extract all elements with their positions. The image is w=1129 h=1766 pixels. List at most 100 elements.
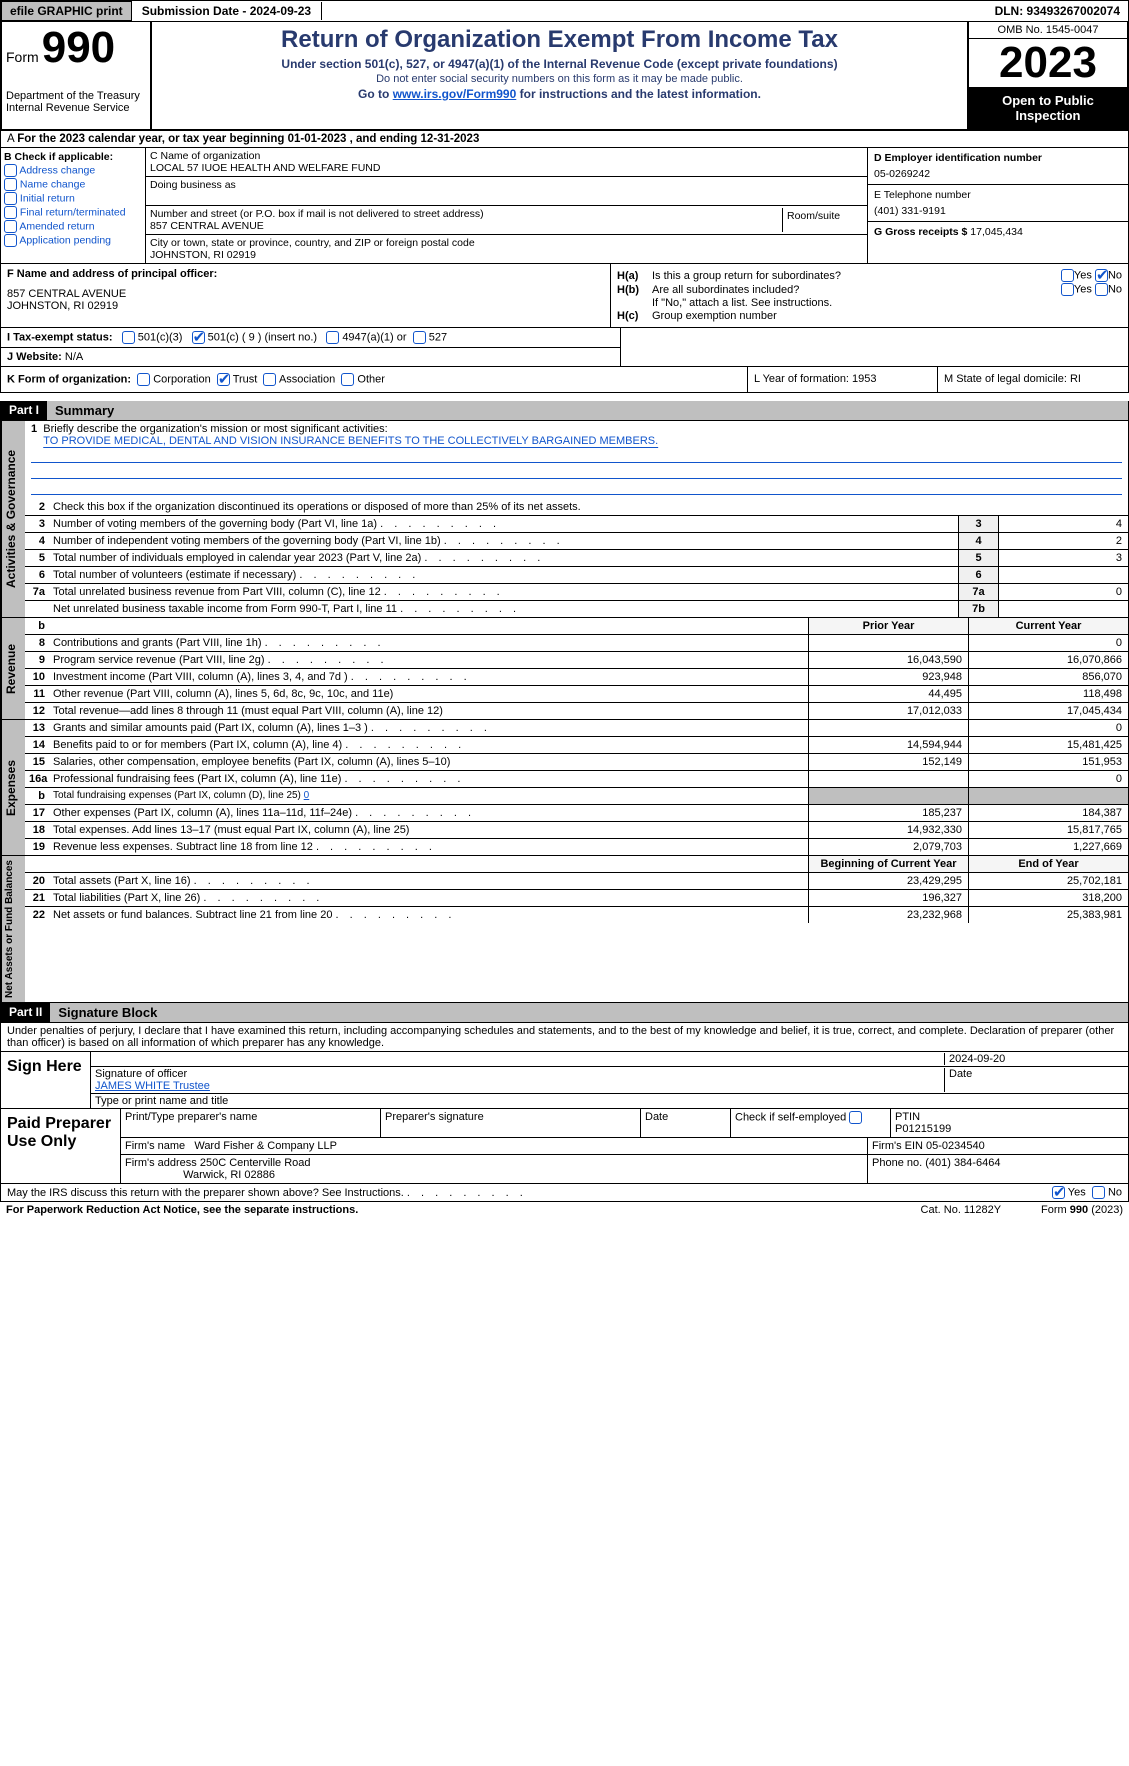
type-print-label: Type or print name and title: [95, 1095, 1124, 1107]
discuss-no-checkbox[interactable]: [1092, 1186, 1105, 1199]
chk-self-employed[interactable]: [849, 1111, 862, 1124]
officer-label: F Name and address of principal officer:: [7, 268, 604, 280]
discuss-yes-checkbox[interactable]: [1052, 1186, 1065, 1199]
section-k: K Form of organization: Corporation Trus…: [1, 367, 748, 392]
gross-label: G Gross receipts $: [874, 226, 970, 238]
chk-corporation[interactable]: [137, 373, 150, 386]
chk-application-pending[interactable]: [4, 234, 17, 247]
chk-address-change[interactable]: [4, 164, 17, 177]
line-16a: Professional fundraising fees (Part IX, …: [49, 771, 808, 787]
line-4: Number of independent voting members of …: [49, 533, 958, 549]
ha-yes-checkbox[interactable]: [1061, 269, 1074, 282]
chk-501c3[interactable]: [122, 331, 135, 344]
preparer-name-label: Print/Type preparer's name: [121, 1109, 381, 1137]
line-3: Number of voting members of the governin…: [49, 516, 958, 532]
part1-head: Part I: [1, 401, 47, 420]
line-5-value: 3: [998, 550, 1128, 566]
firm-ein: Firm's EIN 05-0234540: [868, 1138, 1128, 1154]
tab-expenses: Expenses: [1, 720, 25, 855]
section-b-label: B Check if applicable:: [4, 151, 142, 163]
line-7b: Net unrelated business taxable income fr…: [49, 601, 958, 617]
hb-note: If "No," attach a list. See instructions…: [652, 297, 1122, 309]
street-value: 857 CENTRAL AVENUE: [150, 220, 782, 232]
ptin-label: PTIN: [895, 1111, 920, 1123]
section-i: I Tax-exempt status: 501(c)(3) 501(c) ( …: [1, 328, 620, 347]
chk-527[interactable]: [413, 331, 426, 344]
dept-2: Internal Revenue Service: [6, 102, 146, 114]
open-to-public: Open to Public Inspection: [969, 87, 1127, 129]
part2-title: Signature Block: [50, 1003, 1128, 1022]
line-14: Benefits paid to or for members (Part IX…: [49, 737, 808, 753]
line-13: Grants and similar amounts paid (Part IX…: [49, 720, 808, 736]
tel-label: E Telephone number: [874, 189, 1122, 201]
prior-year-header: Prior Year: [808, 618, 968, 634]
line-7b-value: [998, 601, 1128, 617]
form-org-label: K Form of organization:: [7, 374, 131, 386]
section-h: H(a) Is this a group return for subordin…: [611, 264, 1128, 327]
hb-label: H(b): [617, 284, 652, 296]
chk-name-change[interactable]: [4, 178, 17, 191]
page-footer: For Paperwork Reduction Act Notice, see …: [0, 1202, 1129, 1218]
line-7a: Total unrelated business revenue from Pa…: [49, 584, 958, 600]
preparer-sig-label: Preparer's signature: [381, 1109, 641, 1137]
line-21: Total liabilities (Part X, line 26) . . …: [49, 890, 808, 906]
current-year-header: Current Year: [968, 618, 1128, 634]
cat-number: Cat. No. 11282Y: [921, 1204, 1002, 1216]
sig-date-value: 2024-09-20: [944, 1053, 1124, 1065]
officer-addr2: JOHNSTON, RI 02919: [7, 300, 604, 312]
self-employed-check: Check if self-employed: [731, 1109, 891, 1137]
city-label: City or town, state or province, country…: [150, 237, 863, 249]
line-15: Salaries, other compensation, employee b…: [49, 754, 808, 770]
line-a-tax-year: A For the 2023 calendar year, or tax yea…: [0, 131, 1129, 148]
officer-name: JAMES WHITE Trustee: [95, 1080, 210, 1092]
website-value: N/A: [65, 351, 83, 363]
line-3-value: 4: [998, 516, 1128, 532]
hc-question: Group exemption number: [652, 310, 1122, 322]
chk-4947[interactable]: [326, 331, 339, 344]
officer-addr1: 857 CENTRAL AVENUE: [7, 288, 604, 300]
hb-no-checkbox[interactable]: [1095, 283, 1108, 296]
line-6: Total number of volunteers (estimate if …: [49, 567, 958, 583]
chk-501c[interactable]: [192, 331, 205, 344]
tel-value: (401) 331-9191: [874, 205, 1122, 217]
city-value: JOHNSTON, RI 02919: [150, 249, 863, 261]
chk-association[interactable]: [263, 373, 276, 386]
firm-phone: Phone no. (401) 384-6464: [868, 1155, 1128, 1183]
mission-text: TO PROVIDE MEDICAL, DENTAL AND VISION IN…: [43, 435, 658, 447]
section-f: F Name and address of principal officer:…: [1, 264, 611, 327]
chk-amended-return[interactable]: [4, 220, 17, 233]
section-l-year-formation: L Year of formation: 1953: [748, 367, 938, 392]
website-label: J Website:: [7, 351, 65, 363]
form-note: Do not enter social security numbers on …: [156, 73, 963, 85]
name-label: C Name of organization: [150, 150, 863, 162]
ha-no-checkbox[interactable]: [1095, 269, 1108, 282]
gross-value: 17,045,434: [970, 226, 1023, 238]
firm-name-label: Firm's name: [125, 1140, 185, 1152]
street-label: Number and street (or P.O. box if mail i…: [150, 208, 782, 220]
goto-link[interactable]: www.irs.gov/Form990: [393, 87, 517, 101]
ha-label: H(a): [617, 270, 652, 282]
line-19: Revenue less expenses. Subtract line 18 …: [49, 839, 808, 855]
form-number: 990: [42, 23, 115, 72]
hb-yes-checkbox[interactable]: [1061, 283, 1074, 296]
firm-addr2: Warwick, RI 02886: [183, 1169, 275, 1181]
chk-final-return[interactable]: [4, 206, 17, 219]
line-7a-value: 0: [998, 584, 1128, 600]
line-18: Total expenses. Add lines 13–17 (must eq…: [49, 822, 808, 838]
line-2: Check this box if the organization disco…: [49, 499, 1128, 515]
efile-print-button[interactable]: efile GRAPHIC print: [1, 1, 132, 21]
ha-question: Is this a group return for subordinates?: [652, 270, 1061, 282]
topbar: efile GRAPHIC print Submission Date - 20…: [0, 0, 1129, 22]
submission-date: Submission Date - 2024-09-23: [132, 2, 322, 20]
part1-title: Summary: [47, 401, 1128, 420]
mission-label: Briefly describe the organization's miss…: [43, 423, 387, 435]
sign-here-label: Sign Here: [1, 1052, 91, 1108]
line-6-value: [998, 567, 1128, 583]
tax-status-label: I Tax-exempt status:: [7, 332, 113, 344]
ein-label: D Employer identification number: [874, 152, 1122, 164]
chk-other[interactable]: [341, 373, 354, 386]
chk-trust[interactable]: [217, 373, 230, 386]
chk-initial-return[interactable]: [4, 192, 17, 205]
declaration: Under penalties of perjury, I declare th…: [1, 1023, 1128, 1051]
dba-label: Doing business as: [150, 179, 863, 191]
